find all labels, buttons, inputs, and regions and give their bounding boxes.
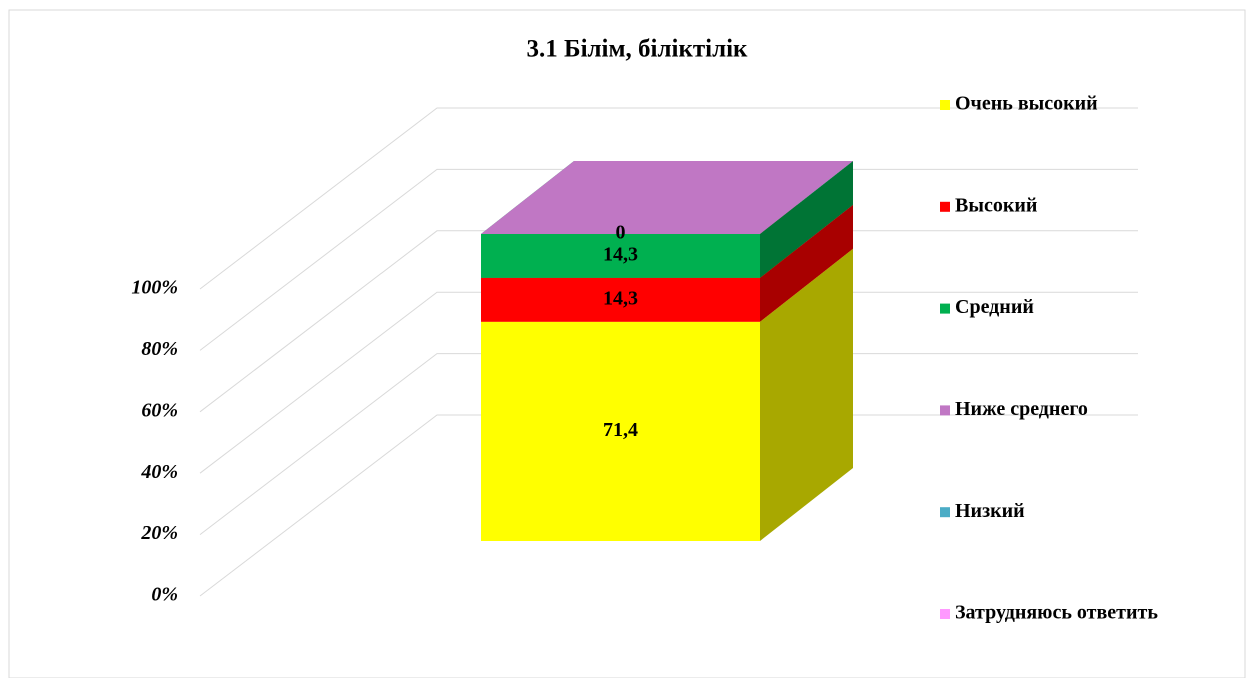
grid-line — [199, 107, 1138, 290]
y-tick-label: 0% — [151, 584, 178, 606]
legend-swatch — [940, 201, 950, 212]
grid-line — [199, 414, 1138, 597]
grid-line — [199, 291, 1138, 474]
legend-label: Ниже среднего — [955, 398, 1088, 420]
legend-swatch — [940, 609, 950, 619]
data-label: 0 — [616, 222, 626, 244]
y-tick-label: 80% — [141, 338, 178, 360]
chart-title: 3.1 Білім, біліктілік — [527, 36, 748, 63]
data-label: 71,4 — [603, 419, 638, 441]
legend-label: Затрудняюсь ответить — [955, 602, 1158, 624]
bar-side — [760, 248, 853, 541]
legend-label: Средний — [955, 296, 1034, 318]
bar-segment — [481, 321, 760, 541]
y-tick-label: 60% — [141, 399, 178, 421]
bar-segment — [481, 234, 760, 278]
y-tick-label: 100% — [131, 277, 178, 299]
data-label: 14,3 — [603, 287, 638, 309]
legend-label: Высокий — [955, 194, 1037, 216]
bar-side — [760, 204, 853, 322]
grid-line — [199, 230, 1138, 413]
y-tick-label: 40% — [140, 461, 178, 483]
grid-line — [199, 353, 1138, 535]
bar-segment — [481, 277, 760, 322]
legend-swatch — [940, 405, 950, 416]
y-tick-label: 20% — [140, 522, 178, 544]
legend-swatch — [940, 507, 950, 518]
bar-side — [760, 161, 853, 278]
legend-swatch — [940, 303, 950, 314]
bar-top — [481, 161, 853, 234]
legend-label: Низкий — [955, 500, 1025, 522]
data-label: 14,3 — [603, 244, 638, 266]
grid-line — [199, 168, 1138, 351]
legend-swatch — [940, 100, 950, 110]
legend-label: Очень высокий — [955, 93, 1098, 115]
